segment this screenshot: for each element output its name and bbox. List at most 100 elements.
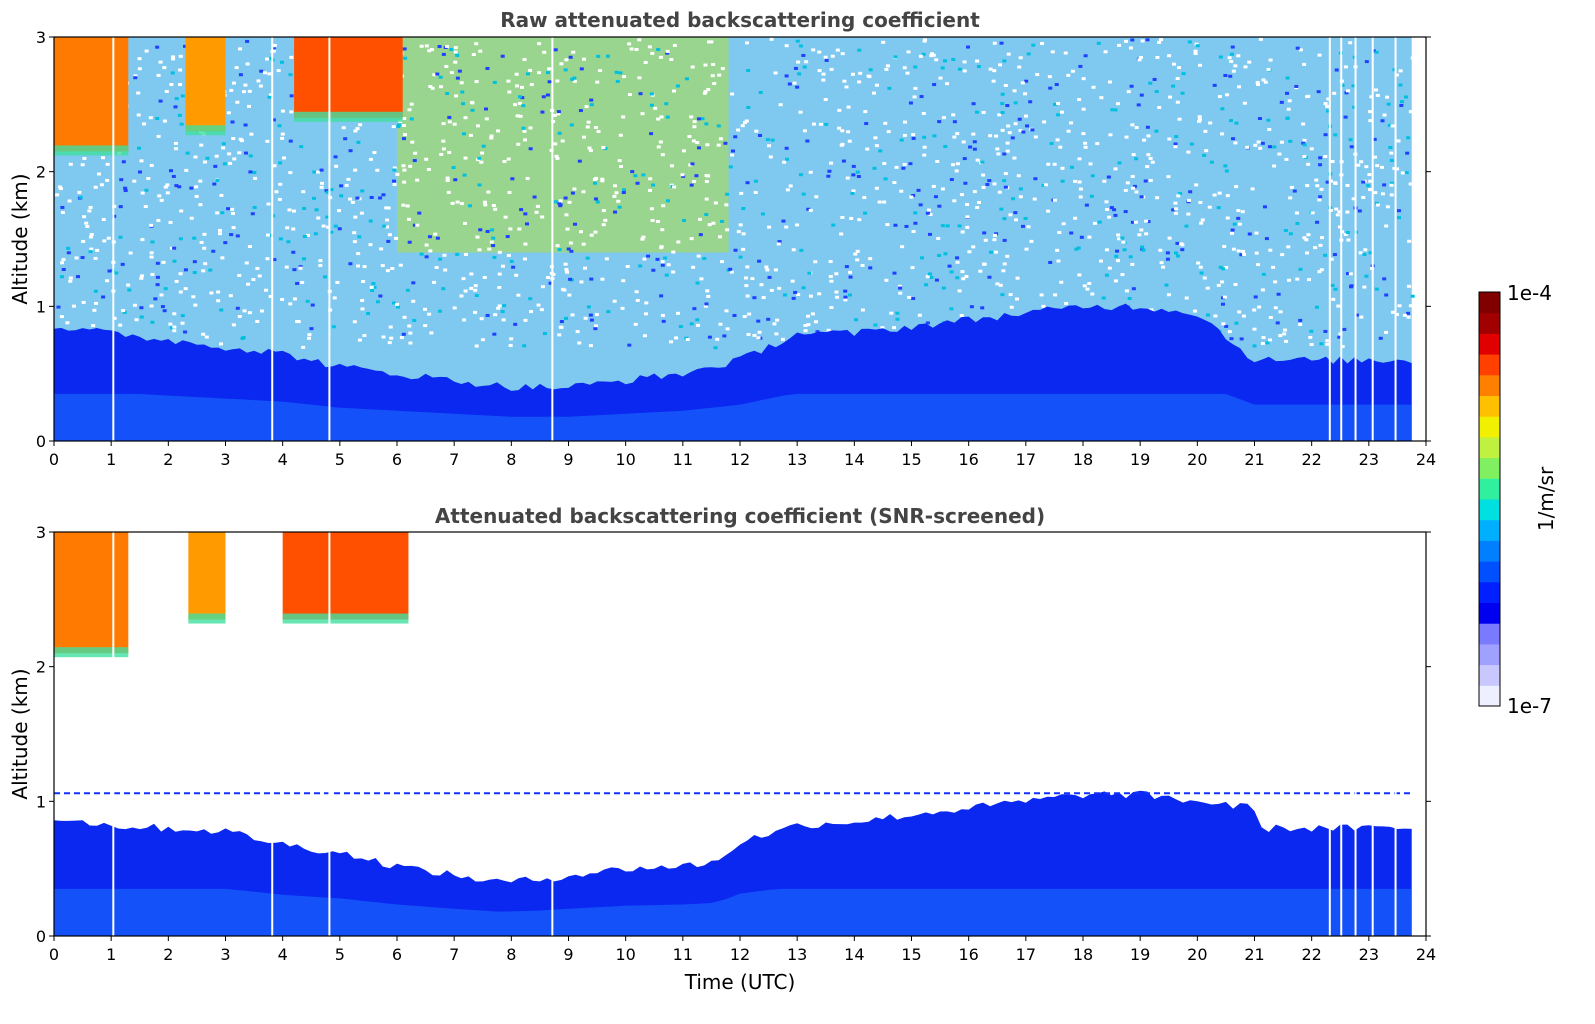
- noise-speckle: [736, 230, 741, 234]
- noise-speckle: [267, 72, 272, 76]
- noise-speckle: [231, 226, 236, 230]
- noise-speckle: [137, 57, 142, 61]
- noise-speckle: [1112, 208, 1117, 212]
- noise-speckle: [1033, 177, 1038, 181]
- noise-speckle: [405, 204, 410, 208]
- noise-speckle: [1398, 83, 1403, 87]
- noise-speckle: [952, 135, 957, 139]
- noise-speckle: [348, 197, 353, 201]
- noise-speckle: [1233, 141, 1238, 145]
- noise-speckle: [185, 151, 190, 155]
- noise-speckle: [622, 188, 627, 192]
- noise-speckle: [369, 195, 374, 199]
- noise-speckle: [963, 181, 968, 185]
- noise-speckle: [1134, 157, 1139, 161]
- noise-speckle: [600, 277, 605, 281]
- noise-speckle: [912, 95, 917, 99]
- noise-speckle: [1081, 77, 1086, 81]
- noise-speckle: [178, 68, 183, 72]
- noise-speckle: [1385, 205, 1390, 209]
- noise-speckle: [1388, 145, 1393, 149]
- noise-speckle: [228, 161, 233, 165]
- noise-speckle: [1176, 254, 1181, 258]
- noise-speckle: [947, 264, 952, 268]
- noise-speckle: [80, 256, 85, 260]
- noise-speckle: [155, 283, 160, 287]
- noise-speckle: [1309, 343, 1314, 347]
- noise-speckle: [1225, 93, 1230, 97]
- noise-speckle: [441, 147, 446, 151]
- noise-speckle: [758, 90, 763, 94]
- noise-speckle: [312, 196, 317, 200]
- noise-speckle: [889, 311, 894, 315]
- noise-speckle: [267, 95, 272, 99]
- noise-speckle: [379, 247, 384, 251]
- noise-speckle: [803, 329, 808, 333]
- noise-speckle: [656, 145, 661, 149]
- noise-speckle: [716, 124, 721, 128]
- noise-speckle: [745, 181, 750, 185]
- noise-speckle: [542, 50, 547, 54]
- noise-speckle: [1115, 249, 1120, 253]
- cloud-layer: [188, 532, 226, 620]
- noise-speckle: [1253, 295, 1258, 299]
- noise-speckle: [149, 304, 154, 308]
- noise-speckle: [1143, 179, 1148, 183]
- noise-speckle: [1181, 72, 1186, 76]
- noise-speckle: [438, 75, 443, 79]
- noise-speckle: [1362, 252, 1367, 256]
- noise-speckle: [1174, 135, 1179, 139]
- noise-speckle: [415, 223, 420, 227]
- noise-speckle: [372, 151, 377, 155]
- noise-speckle: [1078, 64, 1083, 68]
- noise-speckle: [829, 161, 834, 165]
- noise-speckle: [908, 101, 913, 105]
- noise-speckle: [1066, 129, 1071, 133]
- noise-speckle: [704, 213, 709, 217]
- noise-speckle: [1319, 236, 1324, 240]
- noise-speckle: [1208, 121, 1213, 125]
- noise-speckle: [263, 288, 268, 292]
- noise-speckle: [1276, 292, 1281, 296]
- noise-speckle: [201, 332, 206, 336]
- noise-speckle: [641, 235, 646, 239]
- noise-speckle: [857, 80, 862, 84]
- noise-speckle: [828, 274, 833, 278]
- x-tick-label: 1: [106, 450, 116, 469]
- noise-speckle: [271, 49, 276, 53]
- noise-speckle: [1113, 279, 1118, 283]
- noise-speckle: [849, 216, 854, 220]
- noise-speckle: [560, 287, 565, 291]
- noise-speckle: [554, 154, 559, 158]
- noise-speckle: [192, 271, 197, 275]
- cloud-fringe: [54, 145, 129, 156]
- noise-speckle: [1117, 237, 1122, 241]
- noise-speckle: [244, 261, 249, 265]
- noise-speckle: [463, 156, 468, 160]
- noise-speckle: [1114, 254, 1119, 258]
- colorbar-max-label: 1e-4: [1507, 281, 1552, 305]
- noise-speckle: [1132, 184, 1137, 188]
- noise-speckle: [183, 287, 188, 291]
- x-tick-label: 3: [220, 945, 230, 964]
- colorbar-segment: [1479, 457, 1500, 479]
- noise-speckle: [658, 140, 663, 144]
- noise-speckle: [1384, 330, 1389, 334]
- noise-speckle: [1126, 90, 1131, 94]
- noise-speckle: [744, 284, 749, 288]
- noise-speckle: [198, 179, 203, 183]
- noise-speckle: [563, 262, 568, 266]
- noise-speckle: [750, 277, 755, 281]
- noise-speckle: [1053, 293, 1058, 297]
- noise-speckle: [319, 168, 324, 172]
- noise-speckle: [1056, 102, 1061, 106]
- noise-speckle: [627, 42, 632, 46]
- noise-speckle: [1018, 195, 1023, 199]
- noise-speckle: [1175, 77, 1180, 81]
- noise-speckle: [1077, 273, 1082, 277]
- noise-speckle: [253, 176, 258, 180]
- noise-speckle: [122, 310, 127, 314]
- noise-speckle: [1257, 305, 1262, 309]
- noise-speckle: [688, 163, 693, 167]
- noise-speckle: [1286, 245, 1291, 249]
